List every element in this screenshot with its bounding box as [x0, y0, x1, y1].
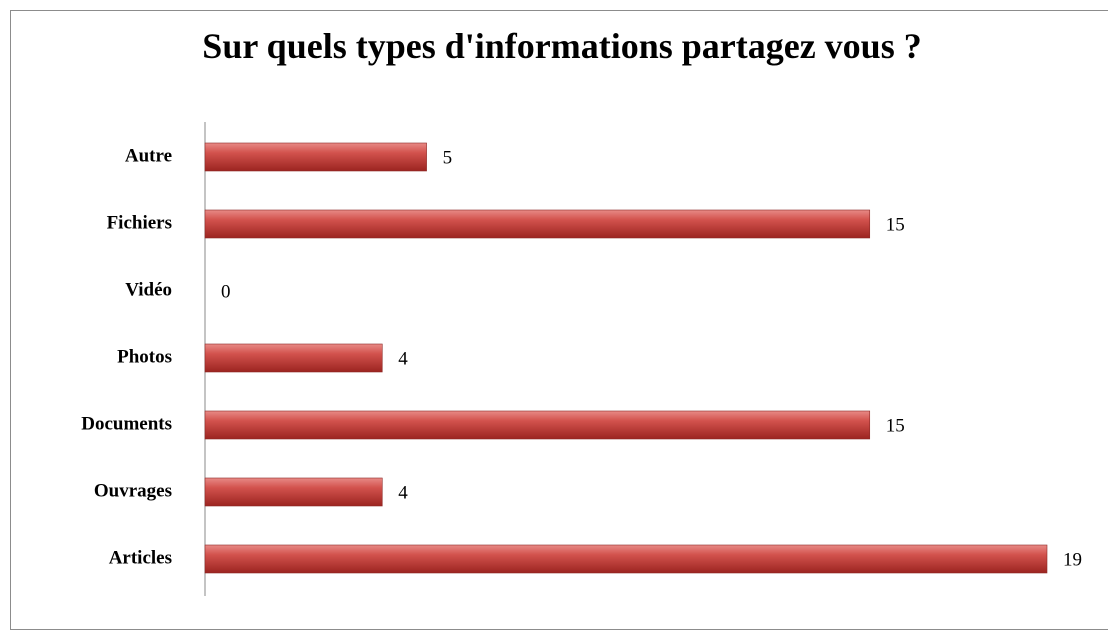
category-label: Ouvrages — [94, 480, 172, 501]
category-label: Articles — [109, 547, 172, 568]
chart-title: Sur quels types d'informations partagez … — [202, 26, 922, 66]
value-label: 5 — [443, 147, 453, 168]
category-label: Fichiers — [107, 212, 172, 233]
chart: Autre 5 Fichiers 15 Vidéo 0 Photos 4 Documents 15… — [81, 122, 1082, 596]
bar — [204, 343, 383, 373]
value-label: 4 — [398, 482, 408, 503]
category-label: Documents — [81, 413, 172, 434]
category-label: Vidéo — [125, 279, 172, 300]
value-label: 4 — [398, 348, 408, 369]
value-label: 19 — [1063, 549, 1082, 570]
value-label: 0 — [221, 281, 231, 302]
value-label: 15 — [886, 214, 905, 235]
category-label: Autre — [125, 145, 172, 166]
bar — [204, 209, 871, 239]
bar — [204, 142, 427, 172]
page: Sur quels types d'informations partagez … — [10, 10, 1108, 630]
value-label: 15 — [886, 415, 905, 436]
category-label: Photos — [117, 346, 172, 367]
bar — [204, 477, 383, 507]
bar — [204, 410, 871, 440]
bar — [204, 544, 1048, 574]
